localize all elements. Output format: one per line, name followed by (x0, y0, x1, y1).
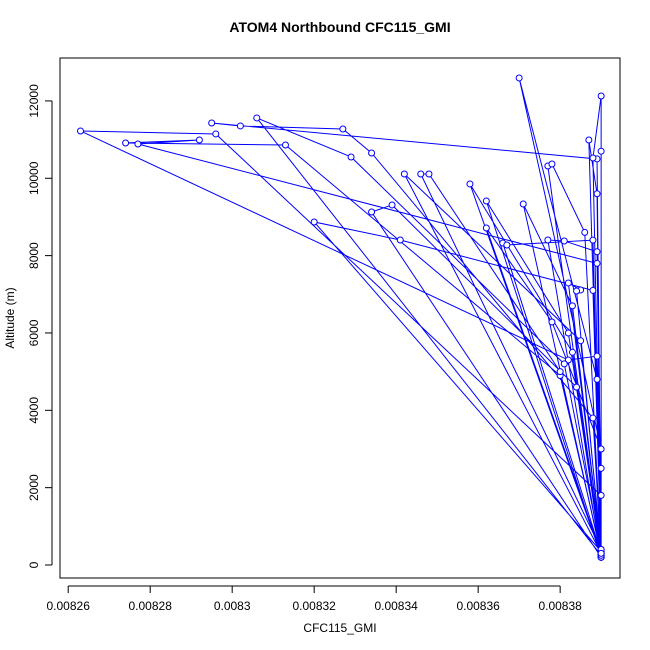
data-point (593, 259, 601, 267)
data-point (466, 180, 474, 188)
data-point (310, 218, 318, 226)
data-point (560, 360, 568, 368)
x-tick-label: 0.00826 (47, 599, 91, 613)
data-point (573, 287, 581, 295)
data-point (556, 368, 564, 376)
data-point (589, 236, 597, 244)
data-point (281, 141, 289, 149)
data-point (564, 279, 572, 287)
data-point (519, 200, 527, 208)
data-point (503, 241, 511, 249)
data-point (236, 122, 244, 130)
data-point (597, 464, 605, 472)
x-tick-label: 0.0083 (214, 599, 251, 613)
data-point (564, 329, 572, 337)
data-point (417, 170, 425, 178)
data-point (589, 286, 597, 294)
data-line (80, 77, 602, 560)
data-point (253, 114, 261, 122)
data-point (568, 302, 576, 310)
y-tick-label: 4000 (27, 397, 41, 424)
y-tick-label: 12000 (27, 84, 41, 118)
data-point (597, 92, 605, 100)
data-point (597, 147, 605, 155)
data-point (482, 224, 490, 232)
data-point (208, 119, 216, 127)
data-point (134, 140, 142, 148)
x-tick-label: 0.00834 (374, 599, 418, 613)
data-point (122, 139, 130, 147)
data-point (368, 208, 376, 216)
data-point (76, 127, 84, 135)
data-point (589, 414, 597, 422)
data-point (597, 549, 605, 557)
y-tick-label: 6000 (27, 319, 41, 346)
data-point (515, 74, 523, 82)
x-tick-label: 0.00836 (456, 599, 500, 613)
data-point (593, 248, 601, 256)
data-point (581, 228, 589, 236)
data-point (593, 375, 601, 383)
data-point (368, 149, 376, 157)
data-point (212, 130, 220, 138)
x-tick-label: 0.00828 (128, 599, 172, 613)
data-point (577, 337, 585, 345)
y-tick-label: 2000 (27, 474, 41, 501)
data-point (593, 352, 601, 360)
data-point (425, 170, 433, 178)
y-axis-label: Altitude (m) (3, 287, 17, 348)
data-point (400, 170, 408, 178)
data-point (597, 491, 605, 499)
x-tick-label: 0.00832 (292, 599, 336, 613)
data-point (585, 136, 593, 144)
data-point (195, 136, 203, 144)
data-point (564, 356, 572, 364)
plot-box (59, 57, 621, 579)
data-point (560, 237, 568, 245)
data-point (339, 125, 347, 133)
data-point (347, 153, 355, 161)
data-point (593, 190, 601, 198)
data-point (548, 318, 556, 326)
x-tick-label: 0.00838 (538, 599, 582, 613)
y-tick-label: 10000 (27, 161, 41, 195)
data-point (548, 160, 556, 168)
data-point (544, 236, 552, 244)
y-tick-label: 0 (27, 561, 41, 568)
data-point (388, 201, 396, 209)
data-point (597, 445, 605, 453)
y-tick-label: 8000 (27, 242, 41, 269)
data-point (482, 197, 490, 205)
data-point (568, 348, 576, 356)
x-axis-label: CFC115_GMI (303, 621, 376, 635)
chart-title: ATOM4 Northbound CFC115_GMI (229, 19, 450, 35)
data-point (396, 236, 404, 244)
data-point (589, 154, 597, 162)
data-point (573, 383, 581, 391)
